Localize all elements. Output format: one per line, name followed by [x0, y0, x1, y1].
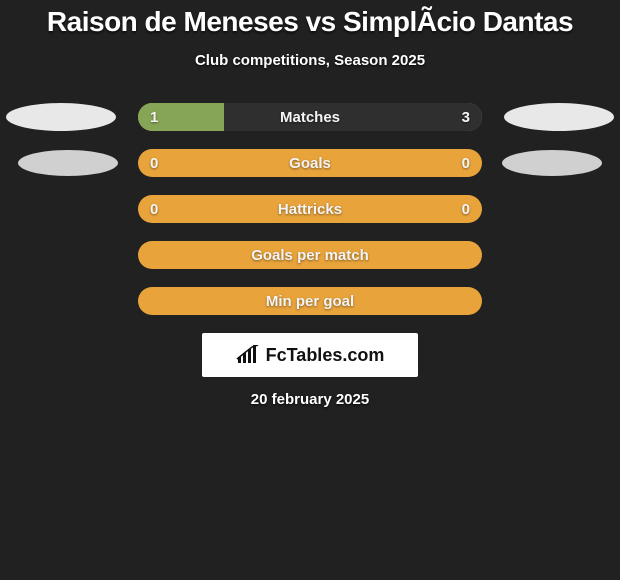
- stat-value-left: 0: [150, 149, 158, 177]
- stat-value-right: 3: [462, 103, 470, 131]
- bar-chart-icon: [236, 345, 262, 365]
- date-label: 20 february 2025: [0, 391, 620, 408]
- stat-value-left: 0: [150, 195, 158, 223]
- stat-value-left: 1: [150, 103, 158, 131]
- stat-value-right: 0: [462, 149, 470, 177]
- stat-row: Hattricks0 0: [0, 195, 620, 223]
- stat-label: Matches: [138, 103, 482, 131]
- stat-row: Min per goal: [0, 287, 620, 315]
- brand-badge: FcTables.com: [202, 333, 418, 377]
- stat-bar-track: Goals0 0: [138, 149, 482, 177]
- stat-row: Goals per match: [0, 241, 620, 269]
- comparison-rows: Matches13Goals00Hattricks00Goals per mat…: [0, 103, 620, 315]
- stat-bar-track: Min per goal: [138, 287, 482, 315]
- player-left-avatar: [6, 103, 116, 131]
- subtitle: Club competitions, Season 2025: [0, 52, 620, 69]
- stat-bar-track: Hattricks0 0: [138, 195, 482, 223]
- stat-bar-track: Matches1 3: [138, 103, 482, 131]
- stat-value-right: 0: [462, 195, 470, 223]
- stat-label: Goals: [138, 149, 482, 177]
- stat-label: Goals per match: [138, 241, 482, 269]
- stat-bar-track: Goals per match: [138, 241, 482, 269]
- stat-row: Matches1 3: [0, 103, 620, 131]
- stat-row: Goals0 0: [0, 149, 620, 177]
- player-left-avatar: [18, 150, 118, 176]
- stat-label: Hattricks: [138, 195, 482, 223]
- page-title: Raison de Meneses vs SimplÃ­cio Dantas: [0, 0, 620, 38]
- player-right-avatar: [504, 103, 614, 131]
- brand-label: FcTables.com: [266, 345, 385, 366]
- player-right-avatar: [502, 150, 602, 176]
- stat-label: Min per goal: [138, 287, 482, 315]
